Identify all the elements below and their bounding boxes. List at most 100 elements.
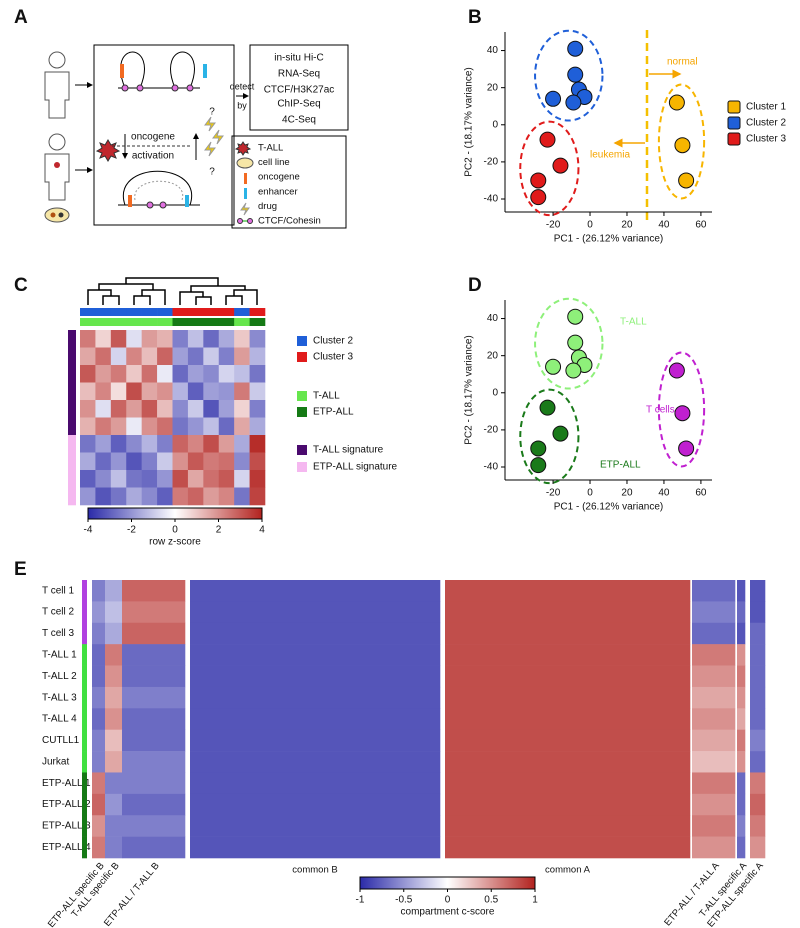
heatmap-cell [105, 836, 123, 859]
heatmap-cell [141, 470, 158, 488]
heatmap-cell [234, 435, 250, 453]
row-annotation [68, 400, 76, 418]
legend-swatch [297, 445, 307, 455]
heatmap-cell [126, 417, 142, 436]
row-annotation [82, 772, 87, 795]
column-annotation [234, 308, 250, 316]
row-label: T cell 2 [42, 607, 74, 618]
heatmap-cell [218, 417, 235, 436]
heatmap-cell [190, 793, 441, 816]
heatmap-cell [692, 772, 736, 795]
heatmap-cell [110, 330, 127, 348]
x-tick-label: 40 [658, 220, 670, 231]
column-annotation [110, 308, 127, 316]
heatmap-cell [190, 644, 441, 666]
column-label: common A [545, 865, 591, 876]
heatmap-cell [126, 452, 142, 471]
legend-swatch [297, 391, 307, 401]
row-label: T cell 1 [42, 585, 74, 596]
heatmap-cell [92, 601, 106, 624]
row-annotation [82, 644, 87, 666]
heatmap-cell [249, 452, 266, 471]
panel-label: E [14, 559, 27, 580]
heatmap-cell [92, 751, 106, 773]
heatmap-cell [105, 665, 123, 688]
legend-swatch [297, 352, 307, 362]
row-annotation [68, 382, 76, 401]
heatmap-cell [122, 751, 186, 773]
row-label: CUTLL1 [42, 735, 80, 746]
heatmap-cell [172, 330, 189, 348]
point [552, 425, 569, 442]
heatmap-cell [110, 470, 127, 488]
diagram-label: by [237, 100, 247, 110]
heatmap-cell [249, 347, 266, 366]
heatmap-cell [750, 729, 766, 752]
x-tick-label: 60 [695, 220, 707, 231]
heatmap-cell [80, 382, 96, 401]
heatmap-cell [172, 400, 189, 418]
colorbar-label: compartment c-score [401, 907, 495, 918]
heatmap-cell [157, 435, 173, 453]
x-axis-label: PC1 - (26.12% variance) [554, 502, 664, 513]
heatmap-cell [105, 644, 123, 666]
heatmap-cell [157, 470, 173, 488]
colorbar-tick-label: -2 [127, 525, 136, 536]
heatmap-cell [122, 601, 186, 624]
row-annotation [68, 452, 76, 471]
annotation: leukemia [590, 150, 630, 161]
row-label: T cell 3 [42, 628, 74, 639]
heatmap-cell [203, 487, 220, 506]
heatmap-cell [692, 708, 736, 730]
heatmap-cell [737, 580, 746, 602]
row-annotation [68, 330, 76, 348]
panel-b-annotation-lines [613, 30, 682, 220]
heatmap-cell [218, 400, 235, 418]
heatmap-cell [126, 382, 142, 401]
row-annotation [68, 417, 76, 436]
heatmap-cell [122, 815, 186, 837]
heatmap-cell [187, 330, 204, 348]
row-annotation [68, 365, 76, 383]
heatmap-cell [445, 836, 691, 859]
colorbar-tick-label: 0 [445, 895, 451, 906]
column-annotation [172, 318, 189, 326]
legend-label: drug [258, 201, 277, 212]
x-tick-label: 0 [587, 220, 593, 231]
point [545, 90, 562, 107]
heatmap-cell [80, 400, 96, 418]
heatmap-cell [234, 417, 250, 436]
heatmap-cell [750, 815, 766, 837]
heatmap-cell [141, 417, 158, 436]
heatmap-cell [172, 452, 189, 471]
heatmap-cell [187, 382, 204, 401]
method: CTCF/H3K27ac [264, 85, 335, 96]
heatmap-cell [95, 330, 112, 348]
column-annotation [157, 308, 173, 316]
column-annotation [249, 308, 266, 316]
heatmap-cell [445, 729, 691, 752]
heatmap-cell [92, 580, 106, 602]
heatmap-cell [445, 644, 691, 666]
legend-label: CTCF/Cohesin [258, 216, 321, 227]
column-annotation [126, 318, 142, 326]
y-tick-label: -40 [484, 462, 499, 473]
heatmap-cell [92, 665, 106, 688]
heatmap-cell [105, 815, 123, 837]
x-tick-label: 40 [658, 488, 670, 499]
colorbar-tick-label: -0.5 [395, 895, 413, 906]
heatmap-cell [218, 347, 235, 366]
heatmap-cell [203, 347, 220, 366]
heatmap-cell [187, 347, 204, 366]
heatmap-cell [110, 417, 127, 436]
heatmap-cell [692, 580, 736, 602]
heatmap-cell [692, 751, 736, 773]
heatmap-cell [737, 686, 746, 709]
heatmap-cell [445, 622, 691, 645]
heatmap-cell [445, 772, 691, 795]
heatmap-cell [234, 487, 250, 506]
heatmap-cell [750, 601, 766, 624]
heatmap-cell [105, 708, 123, 730]
series-label: ETP-ALL [600, 460, 641, 471]
heatmap-cell [750, 580, 766, 602]
